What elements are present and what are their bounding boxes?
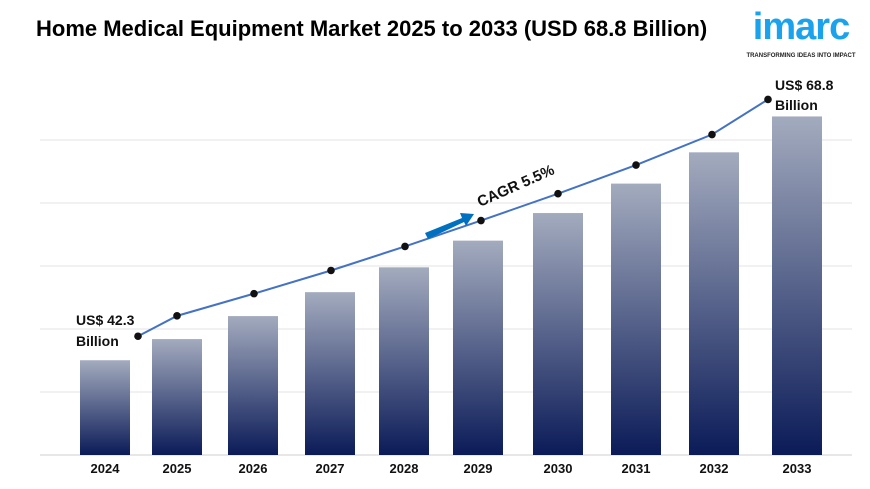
bar-2033 [772,116,822,455]
trend-point [401,242,409,251]
logo-word: imarc [752,6,850,48]
bar-2027 [305,292,355,455]
bar-2025 [152,339,202,455]
chart-title: Home Medical Equipment Market 2025 to 20… [36,16,708,41]
x-tick-label: 2032 [700,461,729,476]
cagr-arrow-icon [425,213,474,239]
bar-2030 [533,213,583,455]
logo-tagline: TRANSFORMING IDEAS INTO IMPACT [746,53,856,59]
bar-2032 [689,152,739,455]
x-tick-label: 2029 [464,461,493,476]
bar-2029 [453,240,503,455]
start-value-unit: Billion [76,333,119,349]
trend-point [477,216,485,225]
x-tick-label: 2025 [163,461,192,476]
x-tick-label: 2028 [390,461,419,476]
trend-point [327,266,335,275]
imarc-logo: imarc TRANSFORMING IDEAS INTO IMPACT [738,4,864,60]
bar-2024 [80,360,130,455]
trend-point [764,95,772,104]
x-tick-label: 2024 [91,461,121,476]
x-tick-label: 2027 [316,461,345,476]
end-value-label: US$ 68.8 [775,77,834,93]
x-tick-label: 2031 [622,461,651,476]
start-value-label: US$ 42.3 [76,312,135,328]
trend-line [137,98,769,338]
trend-point [554,189,562,198]
end-value-unit: Billion [775,97,818,113]
trend-point [632,161,640,169]
trend-point [173,312,181,320]
trend-point [708,130,716,139]
bar-2026 [228,316,278,455]
bar-2031 [611,183,661,455]
trend-point [134,332,142,341]
bar-2028 [379,267,429,455]
x-tick-label: 2030 [544,461,573,476]
trend-point [250,289,258,298]
x-tick-label: 2026 [239,461,268,476]
x-tick-label: 2033 [783,461,812,476]
